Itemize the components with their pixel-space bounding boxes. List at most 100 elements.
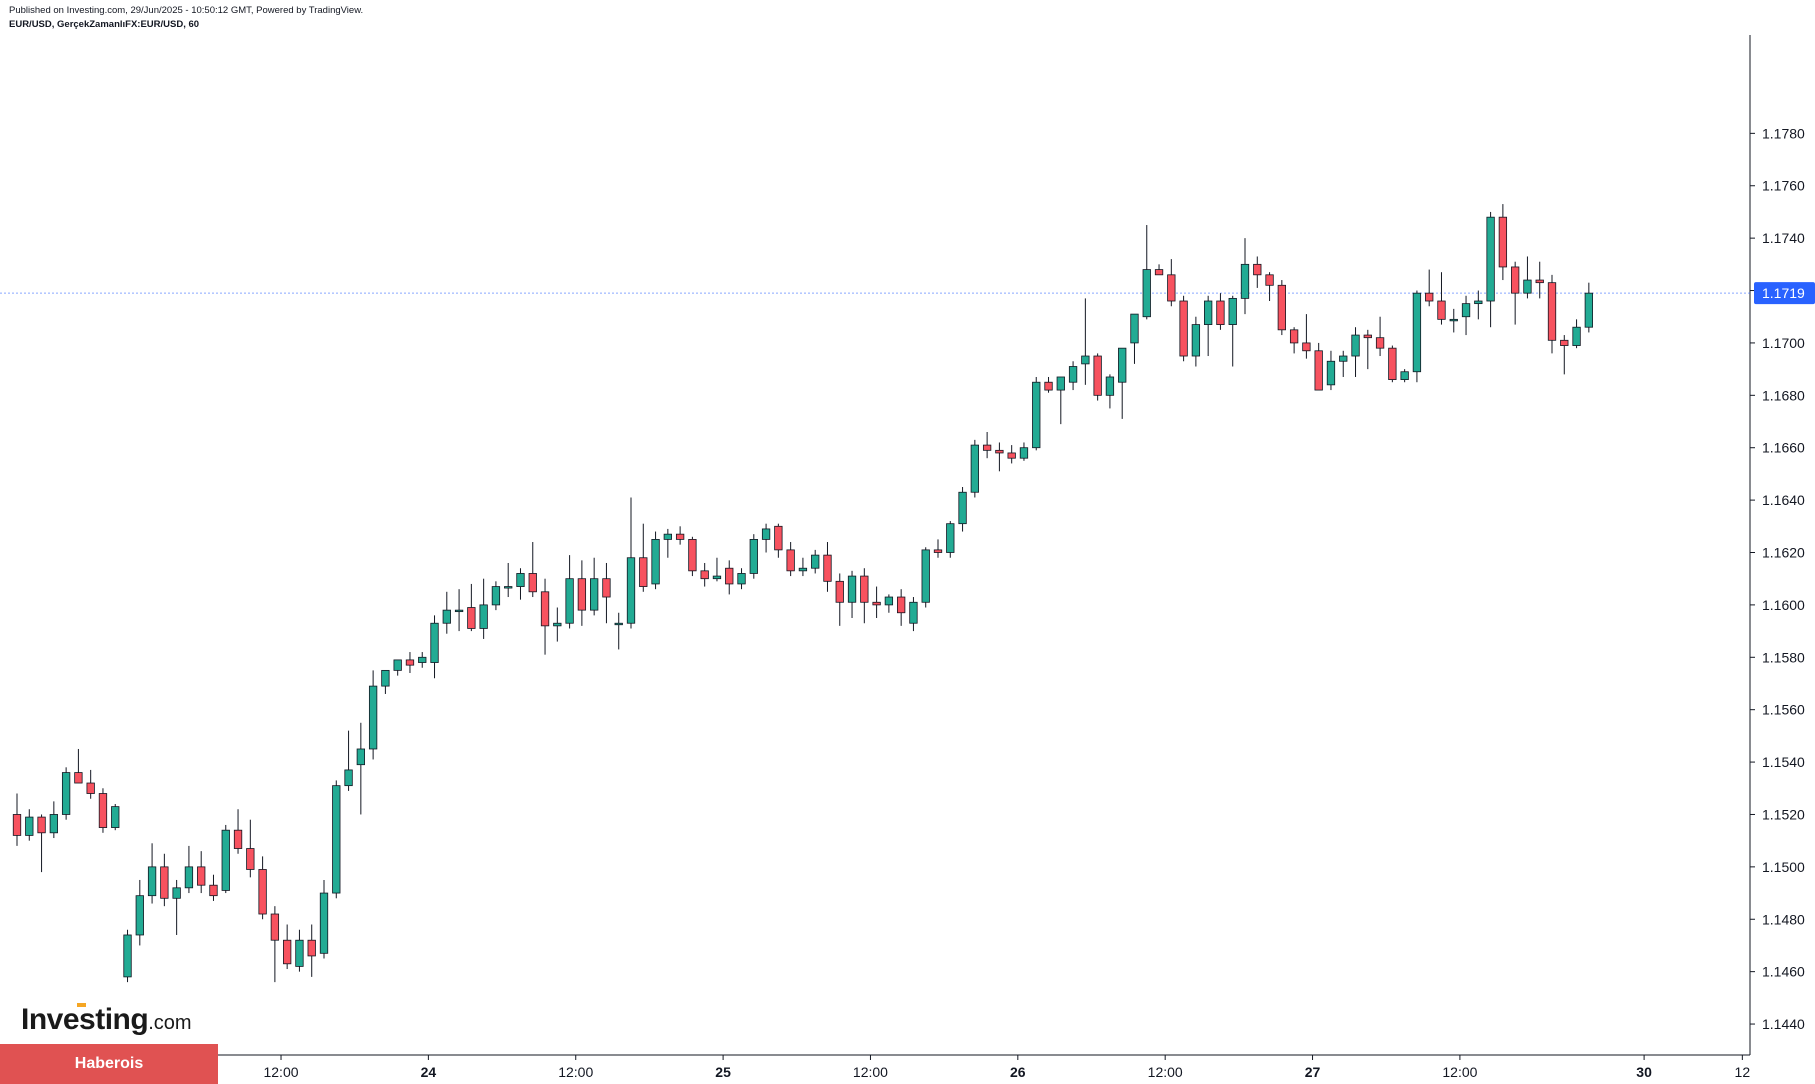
candle-down[interactable]	[1375, 337, 1385, 349]
candle-down[interactable]	[1511, 266, 1520, 294]
candle-up[interactable]	[958, 491, 967, 525]
candle-down[interactable]	[786, 549, 795, 572]
candle-down[interactable]	[405, 659, 415, 666]
candle-down[interactable]	[774, 525, 783, 551]
candle-down[interactable]	[1253, 263, 1262, 276]
candle-down[interactable]	[1302, 342, 1311, 352]
candle-up[interactable]	[393, 659, 402, 671]
candle-down[interactable]	[1425, 292, 1434, 302]
candle-up[interactable]	[626, 557, 636, 624]
candle-up[interactable]	[430, 622, 439, 663]
candle-up[interactable]	[1339, 355, 1348, 362]
candle-up[interactable]	[590, 578, 599, 611]
candle-up[interactable]	[663, 533, 672, 540]
candle-up[interactable]	[1118, 347, 1127, 383]
candle-up[interactable]	[1449, 318, 1458, 322]
candle-down[interactable]	[160, 866, 169, 899]
candle-up[interactable]	[454, 609, 464, 613]
candle-down[interactable]	[307, 939, 316, 957]
candle-down[interactable]	[1388, 347, 1397, 381]
candle-up[interactable]	[1204, 300, 1213, 325]
candle-down[interactable]	[835, 580, 844, 603]
candle-up[interactable]	[442, 609, 451, 624]
candle-up[interactable]	[381, 669, 390, 687]
candle-up[interactable]	[946, 523, 955, 553]
candle-up[interactable]	[1326, 360, 1336, 386]
candle-down[interactable]	[639, 557, 648, 587]
candle-down[interactable]	[246, 848, 255, 870]
candle-down[interactable]	[1044, 381, 1053, 391]
candle-down[interactable]	[1216, 300, 1225, 325]
candle-up[interactable]	[1081, 355, 1090, 365]
candle-down[interactable]	[1007, 452, 1016, 459]
candle-down[interactable]	[872, 601, 881, 606]
candle-up[interactable]	[847, 575, 857, 603]
candle-down[interactable]	[688, 539, 697, 572]
candle-up[interactable]	[344, 769, 353, 787]
candle-down[interactable]	[233, 829, 243, 849]
candle-down[interactable]	[1314, 350, 1323, 391]
candle-up[interactable]	[1068, 366, 1078, 383]
candle-down[interactable]	[933, 549, 943, 553]
candle-down[interactable]	[528, 573, 537, 593]
candle-up[interactable]	[1584, 292, 1593, 328]
candle-down[interactable]	[860, 575, 869, 603]
candle-down[interactable]	[1179, 300, 1188, 357]
candle-up[interactable]	[504, 586, 513, 589]
candle-up[interactable]	[368, 685, 378, 750]
candle-up[interactable]	[1032, 381, 1041, 449]
candle-down[interactable]	[37, 816, 46, 834]
candle-up[interactable]	[811, 554, 820, 569]
candle-up[interactable]	[295, 939, 304, 967]
candle-up[interactable]	[319, 892, 329, 954]
candle-up[interactable]	[491, 586, 501, 606]
candle-up[interactable]	[1572, 326, 1581, 346]
candle-up[interactable]	[1142, 269, 1151, 318]
candle-up[interactable]	[565, 578, 574, 624]
candle-up[interactable]	[1130, 313, 1139, 344]
candle-down[interactable]	[283, 939, 292, 965]
candle-up[interactable]	[184, 866, 194, 889]
candle-up[interactable]	[111, 806, 120, 828]
candle-down[interactable]	[577, 578, 587, 611]
candle-down[interactable]	[1289, 329, 1299, 344]
candle-down[interactable]	[197, 866, 206, 886]
candle-down[interactable]	[1093, 355, 1102, 396]
candle-up[interactable]	[1400, 371, 1409, 381]
candle-up[interactable]	[1412, 292, 1422, 373]
candle-up[interactable]	[761, 528, 771, 540]
candle-up[interactable]	[651, 539, 660, 585]
candle-up[interactable]	[356, 748, 365, 766]
candle-up[interactable]	[61, 772, 71, 815]
candle-up[interactable]	[737, 573, 746, 585]
candle-up[interactable]	[25, 816, 34, 836]
candle-down[interactable]	[1265, 274, 1274, 286]
candle-up[interactable]	[614, 622, 623, 626]
candle-down[interactable]	[258, 869, 267, 915]
candle-up[interactable]	[1461, 303, 1471, 318]
candle-down[interactable]	[700, 570, 709, 580]
candle-up[interactable]	[1474, 300, 1483, 305]
candle-up[interactable]	[884, 596, 894, 606]
candle-down[interactable]	[270, 913, 280, 941]
candle-down[interactable]	[86, 782, 95, 794]
candle-up[interactable]	[749, 539, 758, 574]
candle-down[interactable]	[982, 444, 992, 451]
candle-up[interactable]	[123, 934, 132, 978]
candle-up[interactable]	[1056, 376, 1065, 391]
candle-down[interactable]	[1498, 216, 1508, 268]
candle-down[interactable]	[897, 596, 906, 614]
candle-up[interactable]	[909, 601, 918, 624]
candle-down[interactable]	[1154, 269, 1164, 276]
candle-down[interactable]	[823, 554, 832, 582]
candle-up[interactable]	[479, 604, 488, 629]
candle-down[interactable]	[540, 591, 550, 627]
candle-down[interactable]	[467, 607, 476, 629]
candle-down[interactable]	[74, 772, 83, 784]
candle-down[interactable]	[995, 449, 1004, 454]
candle-up[interactable]	[332, 785, 341, 894]
candle-up[interactable]	[1105, 376, 1115, 396]
candle-down[interactable]	[209, 884, 218, 897]
candle-down[interactable]	[602, 578, 611, 598]
